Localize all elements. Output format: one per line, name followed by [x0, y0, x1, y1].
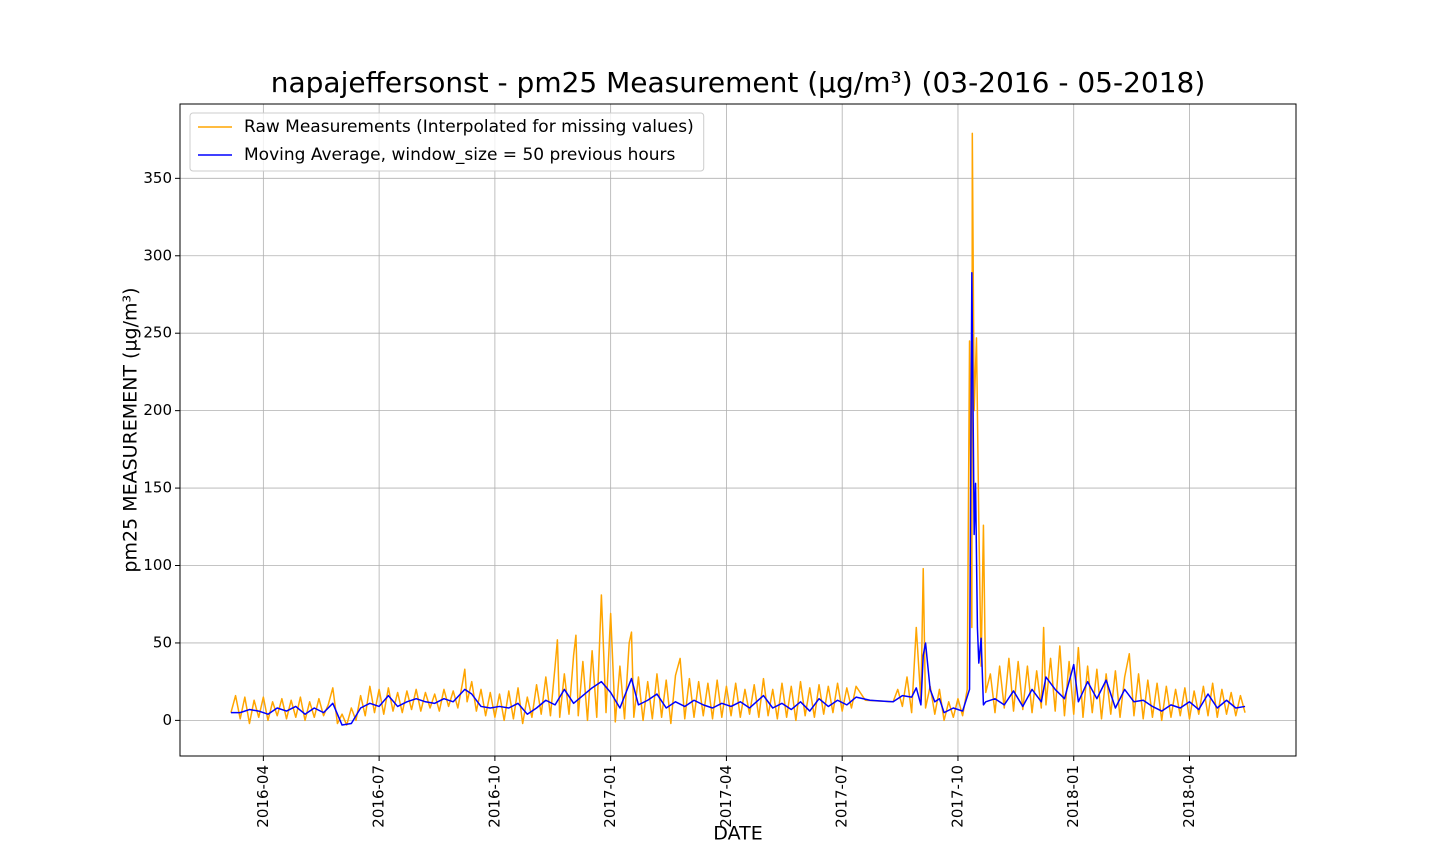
plot-frame — [179, 103, 1297, 757]
x-tick-label: 2017-10 — [948, 765, 966, 828]
chart-title: napajeffersonst - pm25 Measurement (µg/m… — [271, 66, 1206, 99]
y-tick-label: 150 — [143, 479, 172, 497]
x-tick-label: 2017-07 — [833, 765, 851, 828]
y-tick-label: 100 — [143, 556, 172, 574]
y-axis-label: pm25 MEASUREMENT (µg/m³) — [120, 287, 142, 572]
y-tick-label: 0 — [162, 711, 172, 729]
x-tick-label: 2017-04 — [717, 765, 735, 828]
x-tick-label: 2016-07 — [370, 765, 388, 828]
x-tick-label: 2017-01 — [601, 765, 619, 828]
y-tick-label: 50 — [153, 633, 172, 651]
y-tick-label: 200 — [143, 401, 172, 419]
x-tick-label: 2018-04 — [1180, 765, 1198, 828]
data-line — [230, 132, 1246, 726]
x-tick-label: 2016-04 — [254, 765, 272, 828]
data-line — [230, 272, 1246, 726]
y-tick-label: 350 — [143, 169, 172, 187]
y-tick-label: 250 — [143, 324, 172, 342]
x-axis-label: DATE — [713, 823, 762, 845]
legend-label: Raw Measurements (Interpolated for missi… — [244, 117, 694, 137]
legend-box — [189, 112, 705, 172]
x-tick-label: 2018-01 — [1064, 765, 1082, 828]
y-tick-label: 300 — [143, 246, 172, 264]
legend-label: Moving Average, window_size = 50 previou… — [244, 145, 676, 165]
x-tick-label: 2016-10 — [485, 765, 503, 828]
